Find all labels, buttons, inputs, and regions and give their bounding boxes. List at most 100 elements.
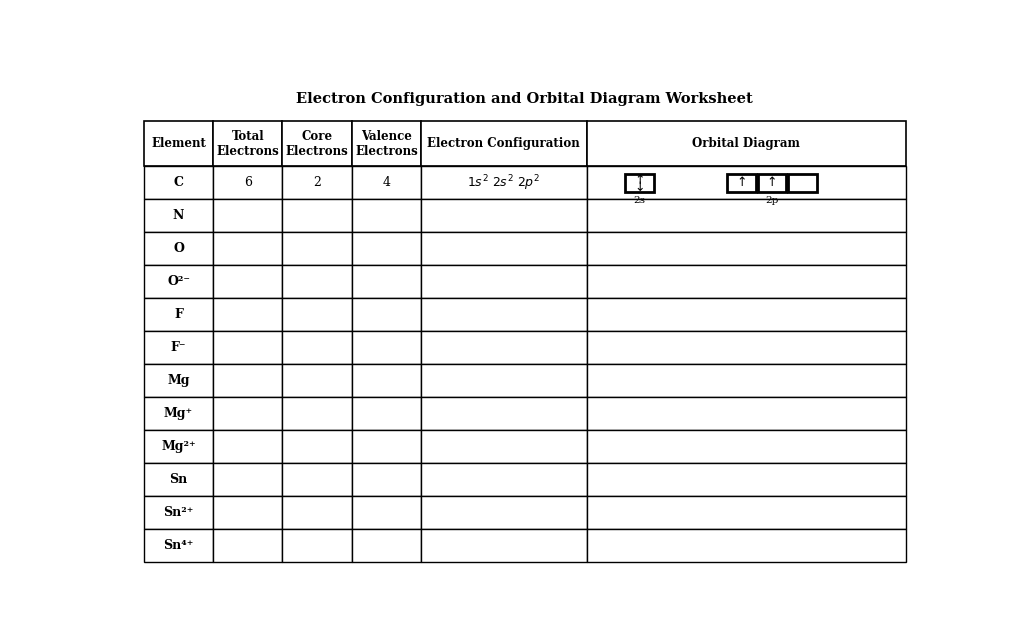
Bar	[283, 332, 351, 364]
Bar	[351, 496, 421, 529]
Bar	[143, 232, 213, 266]
Bar	[143, 463, 213, 496]
Bar	[283, 529, 351, 562]
Text: F: F	[174, 308, 183, 321]
Bar	[213, 364, 283, 397]
Text: 2s: 2s	[633, 196, 645, 205]
Bar	[213, 266, 283, 298]
Text: Electron Configuration and Orbital Diagram Worksheet: Electron Configuration and Orbital Diagr…	[296, 92, 754, 106]
Bar	[283, 298, 351, 332]
Bar	[283, 430, 351, 463]
Text: 2: 2	[313, 177, 321, 189]
Bar	[587, 430, 906, 463]
Text: Core
Electrons: Core Electrons	[286, 130, 348, 158]
Bar	[213, 397, 283, 430]
Bar	[213, 298, 283, 332]
Bar	[283, 166, 351, 200]
Bar	[143, 430, 213, 463]
Bar	[587, 529, 906, 562]
Bar	[421, 496, 587, 529]
Bar	[351, 397, 421, 430]
Bar	[587, 232, 906, 266]
Bar	[143, 298, 213, 332]
Bar	[421, 430, 587, 463]
Bar	[421, 166, 587, 200]
Bar	[587, 332, 906, 364]
Bar	[143, 121, 213, 166]
Bar	[421, 232, 587, 266]
Text: Valence
Electrons: Valence Electrons	[355, 130, 418, 158]
Bar	[213, 200, 283, 232]
Bar	[143, 332, 213, 364]
Bar	[283, 496, 351, 529]
Text: O²⁻: O²⁻	[167, 275, 190, 289]
Text: ↑: ↑	[736, 177, 746, 189]
Text: 4: 4	[382, 177, 390, 189]
Bar	[758, 173, 786, 192]
Bar	[213, 121, 283, 166]
Bar	[587, 364, 906, 397]
Text: Element: Element	[152, 138, 206, 150]
Bar	[421, 298, 587, 332]
Bar	[421, 397, 587, 430]
Text: Orbital Diagram: Orbital Diagram	[692, 138, 800, 150]
Text: Sn: Sn	[169, 473, 187, 486]
Text: $1s^2\ 2s^2\ 2p^2$: $1s^2\ 2s^2\ 2p^2$	[467, 173, 541, 193]
Bar	[351, 298, 421, 332]
Text: F⁻: F⁻	[171, 341, 186, 355]
Bar	[143, 166, 213, 200]
Bar	[587, 298, 906, 332]
Bar	[587, 397, 906, 430]
Bar	[143, 529, 213, 562]
Bar	[351, 200, 421, 232]
Bar	[421, 200, 587, 232]
Bar	[213, 529, 283, 562]
Text: 6: 6	[244, 177, 252, 189]
Text: Sn⁴⁺: Sn⁴⁺	[163, 540, 194, 552]
Bar	[143, 496, 213, 529]
Text: Total
Electrons: Total Electrons	[216, 130, 280, 158]
Text: ↑: ↑	[634, 174, 644, 188]
Bar	[213, 496, 283, 529]
Text: Sn²⁺: Sn²⁺	[163, 506, 194, 519]
Bar	[213, 332, 283, 364]
Bar	[587, 266, 906, 298]
Text: O: O	[173, 243, 184, 255]
Bar	[351, 232, 421, 266]
Bar	[351, 463, 421, 496]
Bar	[351, 529, 421, 562]
Bar	[727, 173, 756, 192]
Bar	[421, 266, 587, 298]
Bar	[587, 121, 906, 166]
Bar	[143, 364, 213, 397]
Text: N: N	[173, 209, 184, 223]
Bar	[351, 121, 421, 166]
Bar	[351, 430, 421, 463]
Bar	[213, 430, 283, 463]
Bar	[587, 200, 906, 232]
Text: Electron Configuration: Electron Configuration	[427, 138, 581, 150]
Bar	[283, 200, 351, 232]
Bar	[421, 121, 587, 166]
Bar	[351, 266, 421, 298]
Text: ↓: ↓	[634, 180, 644, 193]
Bar	[283, 364, 351, 397]
Text: 2p: 2p	[765, 196, 778, 205]
Text: C: C	[173, 177, 183, 189]
Bar	[283, 121, 351, 166]
Bar	[351, 332, 421, 364]
Bar	[213, 463, 283, 496]
Text: Mg: Mg	[167, 374, 189, 387]
Bar	[283, 266, 351, 298]
Bar	[283, 232, 351, 266]
Bar	[143, 397, 213, 430]
Text: ↑: ↑	[767, 177, 777, 189]
Bar	[587, 496, 906, 529]
Bar	[788, 173, 817, 192]
Bar	[587, 166, 906, 200]
Bar	[283, 463, 351, 496]
Bar	[213, 232, 283, 266]
Bar	[213, 166, 283, 200]
Bar	[625, 173, 653, 192]
Bar	[143, 266, 213, 298]
